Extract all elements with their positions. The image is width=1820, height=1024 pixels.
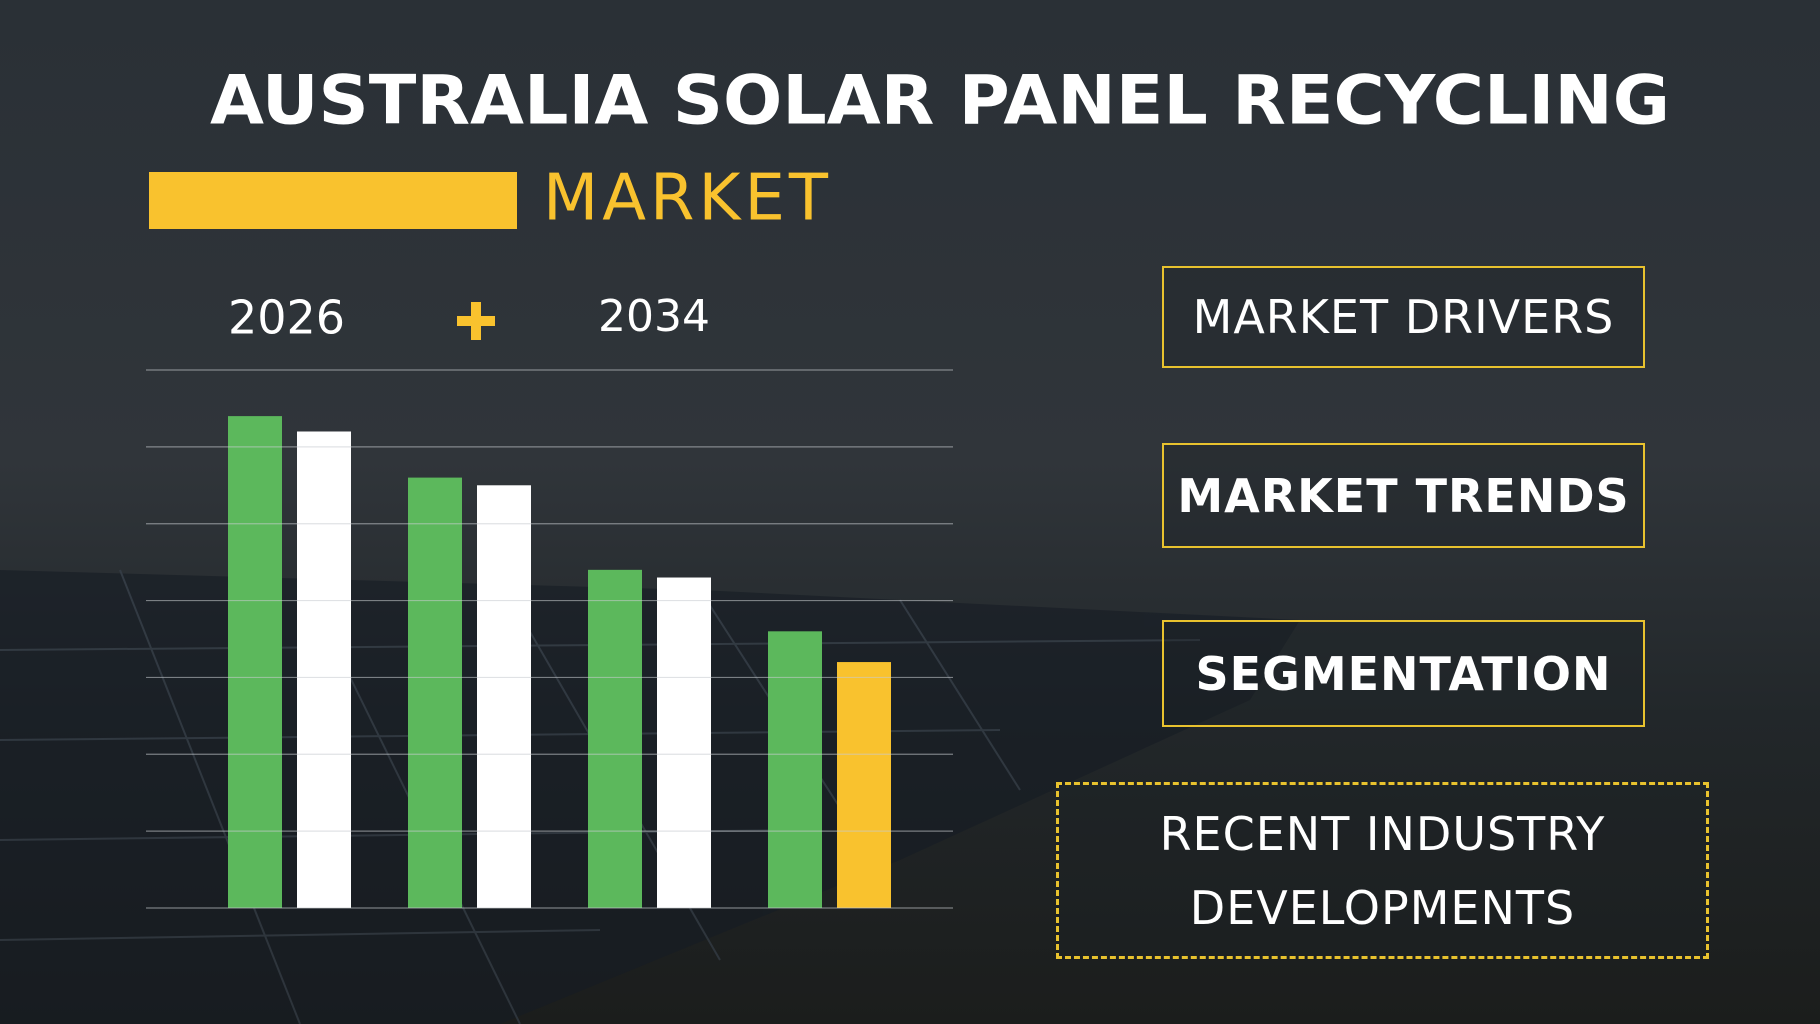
title-accent — [149, 172, 517, 229]
bar — [588, 569, 642, 908]
bar — [297, 431, 351, 908]
chart-title: AUSTRALIA SOLAR PANEL RECYCLING — [210, 62, 1670, 141]
bar — [477, 485, 531, 908]
bar — [768, 631, 822, 908]
legend-separator — [457, 302, 495, 340]
menu-item[interactable]: MARKET TRENDS — [1162, 443, 1645, 548]
legend-entry: 2026 — [228, 291, 345, 345]
menu-item[interactable]: RECENT INDUSTRY DEVELOPMENTS — [1056, 782, 1709, 959]
bar — [837, 662, 891, 908]
bar — [657, 577, 711, 908]
menu-item[interactable]: SEGMENTATION — [1162, 620, 1645, 727]
bar — [408, 477, 462, 908]
menu-item[interactable]: MARKET DRIVERS — [1162, 266, 1645, 368]
chart-subtitle: MARKET — [543, 162, 832, 236]
legend-entry: 2034 — [598, 291, 710, 342]
bar — [228, 416, 282, 908]
